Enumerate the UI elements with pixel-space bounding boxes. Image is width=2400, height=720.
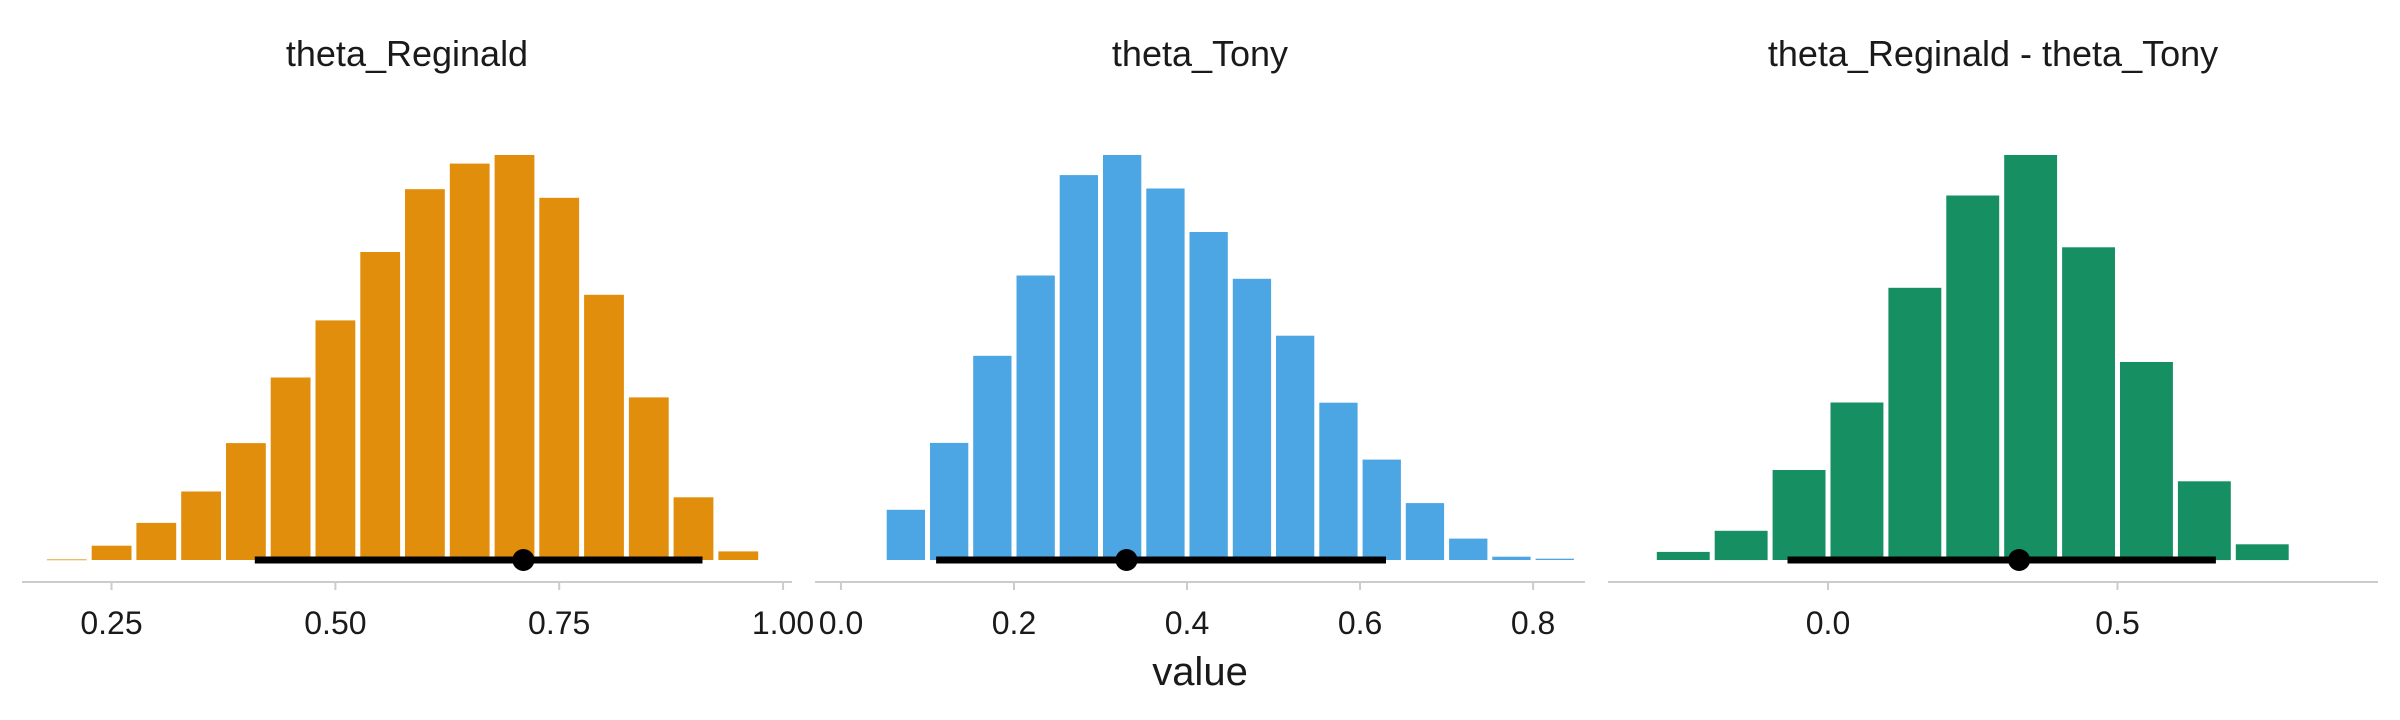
- panel-title: theta_Tony: [1112, 33, 1288, 74]
- histogram-bar: [1059, 175, 1098, 560]
- histogram-bar: [628, 397, 669, 560]
- x-tick-label: 0.8: [1511, 605, 1555, 641]
- histogram-bar: [226, 443, 266, 560]
- histogram-bar: [1146, 188, 1185, 560]
- x-tick-label: 0.5: [2095, 605, 2139, 641]
- panel-title: theta_Reginald - theta_Tony: [1768, 33, 2218, 74]
- x-axis-title: value: [1152, 650, 1248, 694]
- histogram-bar: [136, 522, 177, 560]
- histogram-bar: [46, 559, 87, 561]
- x-tick-label: 1.00: [752, 605, 814, 641]
- bars: [886, 155, 1574, 560]
- histogram-bar: [494, 155, 535, 560]
- point-estimate-dot: [1115, 549, 1138, 571]
- histogram-bar: [1535, 558, 1574, 560]
- histogram-bar: [405, 189, 445, 560]
- histogram-bar: [1888, 287, 1942, 561]
- x-tick-label: 0.6: [1338, 605, 1382, 641]
- panel-theta-difference: theta_Reginald - theta_Tony 0.0 0.5: [1608, 33, 2378, 641]
- panel-title: theta_Reginald: [286, 33, 528, 74]
- histogram-bar: [1016, 275, 1055, 560]
- histogram-bar: [930, 442, 969, 560]
- histogram-bar: [1276, 335, 1315, 560]
- panel-theta-reginald: theta_Reginald 0.25 0.50 0.75 1.00: [22, 33, 814, 641]
- histogram-bar: [673, 497, 714, 560]
- bars: [1656, 155, 2289, 561]
- histogram-bar: [973, 355, 1012, 560]
- histogram-bar: [539, 197, 580, 561]
- histogram-bar: [2177, 481, 2231, 561]
- histogram-bar: [1656, 551, 1710, 560]
- histogram-bar: [886, 509, 925, 560]
- histogram-bar: [270, 377, 311, 560]
- x-tick-label: 0.0: [819, 605, 863, 641]
- histogram-bar: [1946, 195, 2000, 560]
- histogram-bar: [181, 491, 221, 560]
- histogram-bar: [1189, 232, 1228, 560]
- histogram-bar: [1405, 503, 1445, 560]
- histogram-bar: [2235, 544, 2289, 561]
- histogram-bar: [2004, 155, 2058, 560]
- panel-theta-tony: theta_Tony 0.0 0.2 0.4 0.6 0.8: [815, 33, 1585, 641]
- x-tick-label: 0.0: [1806, 605, 1850, 641]
- histogram-bar: [1772, 470, 1826, 560]
- histogram-bar: [1232, 278, 1272, 560]
- histogram-bar: [1103, 155, 1142, 560]
- x-tick-label: 0.50: [304, 605, 366, 641]
- histogram-bar: [584, 294, 624, 560]
- histogram-bar: [718, 551, 759, 560]
- histogram-bar: [315, 320, 356, 560]
- x-tick-label: 0.4: [1165, 605, 1209, 641]
- histogram-bar: [1714, 530, 1768, 561]
- x-tick-label: 0.2: [992, 605, 1036, 641]
- histogram-bar: [1319, 402, 1358, 560]
- bars: [46, 155, 759, 561]
- histogram-bar: [449, 163, 490, 560]
- histogram-bar: [91, 545, 132, 560]
- x-tick-label: 0.75: [528, 605, 590, 641]
- histogram-bar: [1449, 538, 1488, 560]
- histogram-bar: [2062, 247, 2115, 561]
- point-estimate-dot: [512, 549, 535, 571]
- histogram-bar: [1362, 459, 1401, 560]
- histogram-bar: [360, 252, 401, 560]
- point-estimate-dot: [2008, 549, 2031, 571]
- histogram-bar: [1492, 556, 1531, 560]
- histogram-bar: [2120, 362, 2173, 560]
- histogram-bar: [1830, 402, 1884, 560]
- x-tick-label: 0.25: [80, 605, 142, 641]
